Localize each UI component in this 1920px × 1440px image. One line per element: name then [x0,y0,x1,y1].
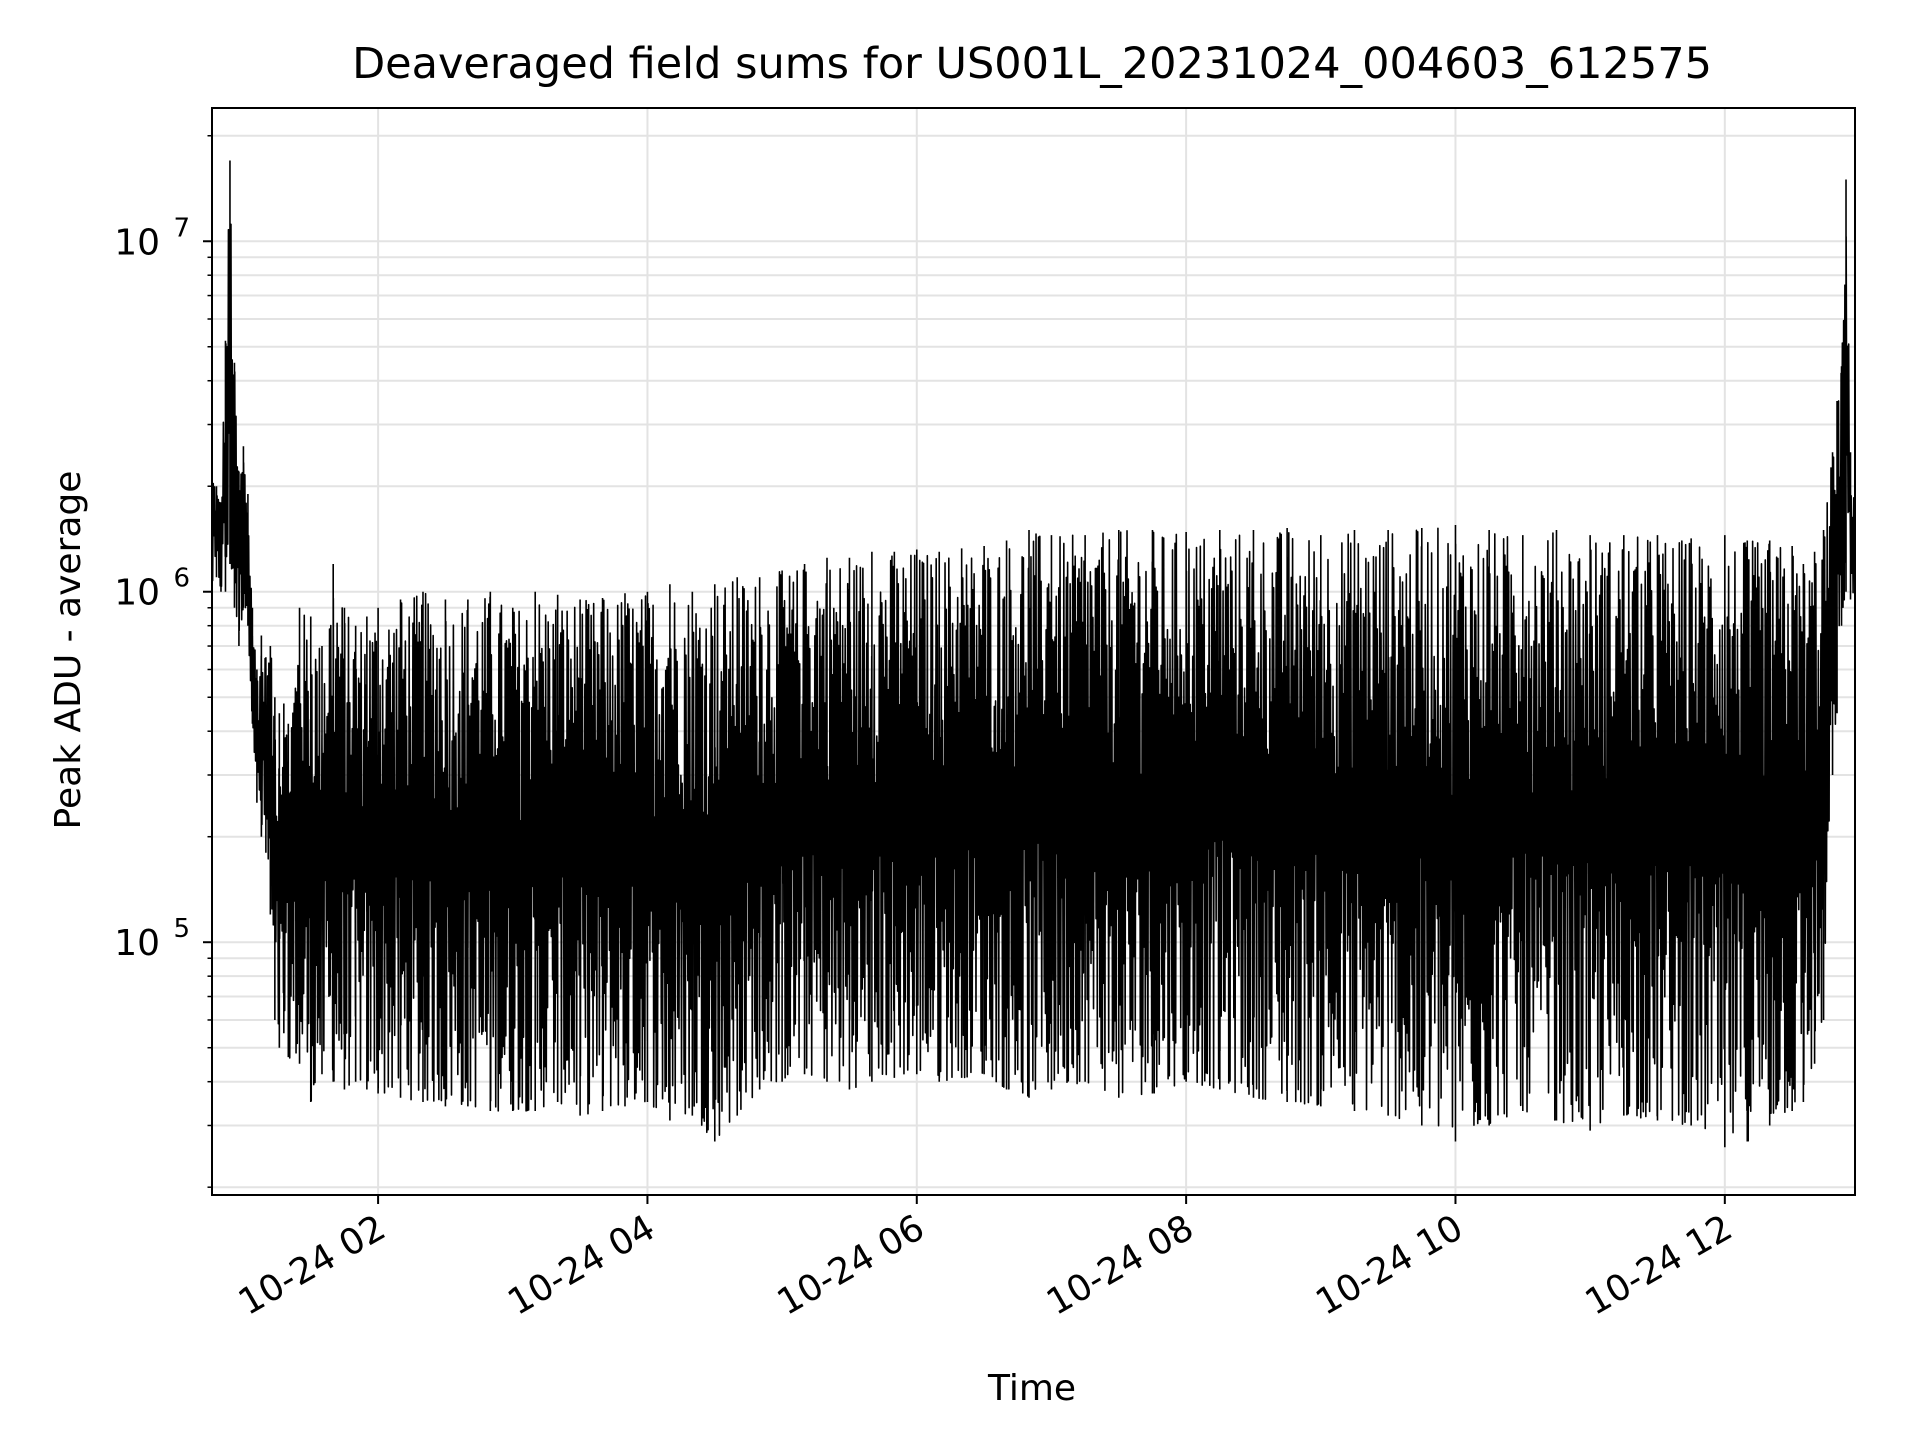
y-tick-label: 10 [114,573,160,614]
chart-title: Deaveraged field sums for US001L_2023102… [352,39,1712,89]
y-tick-label-exponent: 5 [173,914,190,944]
series-line [211,160,1856,1148]
x-axis-label: Time [987,1368,1076,1409]
y-tick-label-exponent: 7 [173,213,190,243]
plot-frame [211,107,1856,1196]
y-axis-label: Peak ADU - average [48,471,89,830]
y-tick-label: 10 [114,222,160,263]
y-tick-label: 10 [114,923,160,964]
y-tick-label-exponent: 6 [173,564,190,594]
data-layer [211,160,1856,1148]
